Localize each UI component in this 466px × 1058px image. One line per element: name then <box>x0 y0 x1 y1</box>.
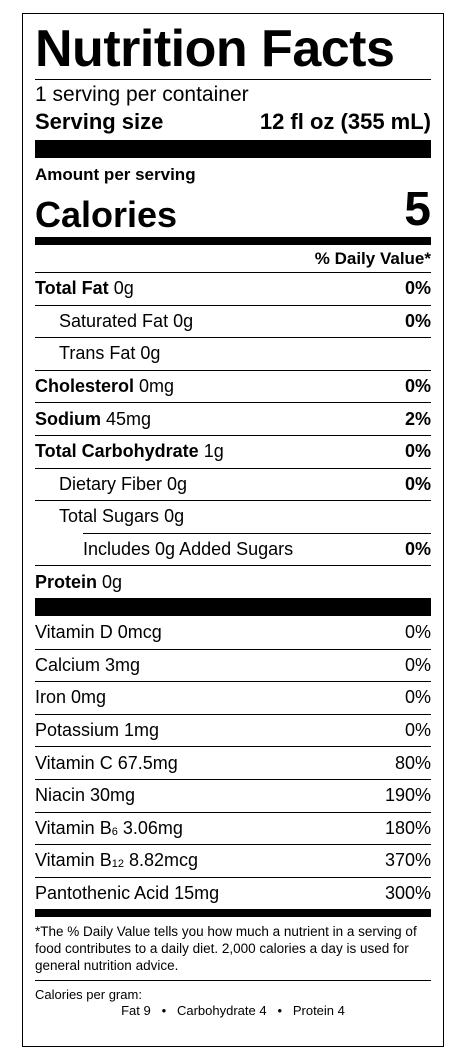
nutrient-amount: 1g <box>203 441 224 462</box>
nutrient-amount: 0g <box>140 343 161 364</box>
partial-divider <box>83 532 431 534</box>
medium-divider <box>35 237 431 245</box>
vitamin-name: Vitamin B6 3.06mg <box>35 818 183 839</box>
nutrient-name: Saturated Fat <box>59 310 169 331</box>
nutrient-name: Dietary Fiber <box>59 473 163 494</box>
nutrient-dv: 0% <box>404 376 431 397</box>
thick-divider <box>35 597 431 616</box>
vitamin-name: Potassium 1mg <box>35 720 160 741</box>
vitamin-name-suffix: 8.82mcg <box>123 850 198 871</box>
vitamin-row: Calcium 3mg 0% <box>35 648 431 682</box>
bullet-separator: • <box>161 1003 167 1019</box>
vitamin-dv: 370% <box>384 850 431 871</box>
vitamin-dv: 180% <box>384 817 431 838</box>
nutrient-row-total-carbohydrate: Total Carbohydrate 1g 0% <box>35 434 431 468</box>
vitamin-name-subscript: 12 <box>111 858 124 871</box>
nutrient-name: Total Fat <box>35 278 109 299</box>
label-title: Nutrition Facts <box>35 20 395 78</box>
vitamin-name: Pantothenic Acid 15mg <box>35 882 220 903</box>
vitamin-dv: 0% <box>404 621 431 642</box>
vitamin-dv: 0% <box>404 720 431 741</box>
carbohydrate-per-gram: Carbohydrate 4 <box>176 1003 267 1019</box>
vitamin-row: Vitamin C 67.5mg 80% <box>35 746 431 779</box>
vitamin-row: Vitamin D 0mcg 0% <box>35 616 431 649</box>
thick-divider <box>35 140 431 158</box>
nutrient-amount: 0g <box>173 310 194 331</box>
daily-value-header: % Daily Value* <box>314 249 431 268</box>
nutrient-amount: 0g <box>167 473 188 494</box>
vitamin-dv: 0% <box>404 687 431 708</box>
daily-value-footnote: *The % Daily Value tells you how much a … <box>35 924 417 974</box>
vitamin-name: Calcium 3mg <box>35 654 141 675</box>
nutrient-amount: 0g <box>113 278 134 299</box>
calories-per-gram-values: Fat 9 • Carbohydrate 4 • Protein 4 <box>35 1003 431 1019</box>
vitamin-name: Vitamin C 67.5mg <box>35 752 178 773</box>
nutrient-name: Protein <box>35 571 98 592</box>
nutrient-name: Includes 0g Added Sugars <box>83 538 294 559</box>
vitamin-row: Niacin 30mg 190% <box>35 778 431 812</box>
servings-per-container: 1 serving per container <box>35 83 249 106</box>
calories-per-gram-label: Calories per gram: <box>35 987 142 1003</box>
vitamin-name: Vitamin D 0mcg <box>35 621 162 642</box>
calories-value: 5 <box>404 183 431 236</box>
vitamin-dv: 190% <box>384 785 431 806</box>
divider <box>35 980 431 982</box>
vitamin-dv: 300% <box>384 882 431 903</box>
nutrient-name: Cholesterol <box>35 376 135 397</box>
protein-per-gram: Protein 4 <box>292 1003 345 1019</box>
serving-size-row: Serving size 12 fl oz (355 mL) <box>35 109 431 136</box>
nutrient-name: Total Sugars <box>59 506 160 527</box>
nutrient-dv: 0% <box>404 278 431 299</box>
nutrient-name: Trans Fat <box>59 343 136 364</box>
nutrient-dv: 0% <box>404 538 431 559</box>
calories-label: Calories <box>35 194 178 235</box>
nutrient-row-total-fat: Total Fat 0g 0% <box>35 272 431 305</box>
medium-divider <box>35 909 431 918</box>
nutrient-amount: 0g <box>164 506 185 527</box>
nutrient-row-saturated-fat: Saturated Fat 0g 0% <box>35 304 431 338</box>
nutrient-dv: 2% <box>404 408 431 429</box>
nutrient-amount: 45mg <box>106 408 152 429</box>
vitamin-name-prefix: Vitamin B <box>35 817 112 838</box>
amount-per-serving: Amount per serving <box>35 165 196 184</box>
vitamin-name-subscript: 6 <box>111 825 118 838</box>
nutrient-name: Total Carbohydrate <box>35 441 199 462</box>
nutrient-dv: 0% <box>404 473 431 494</box>
vitamins-section: Vitamin D 0mcg 0% Calcium 3mg 0% Iron 0m… <box>35 616 431 909</box>
nutrition-facts-label: Nutrition Facts 1 serving per container … <box>22 13 444 1047</box>
vitamin-dv: 80% <box>394 752 431 773</box>
serving-size-value: 12 fl oz (355 mL) <box>259 109 431 134</box>
nutrient-row-cholesterol: Cholesterol 0mg 0% <box>35 369 431 403</box>
vitamin-row: Vitamin B12 8.82mcg 370% <box>35 844 431 877</box>
nutrient-row-dietary-fiber: Dietary Fiber 0g 0% <box>35 467 431 501</box>
calories-row: Calories 5 <box>35 185 431 235</box>
nutrient-dv: 0% <box>404 441 431 462</box>
vitamin-name: Vitamin B12 8.82mcg <box>35 850 198 871</box>
vitamin-name: Niacin 30mg <box>35 785 136 806</box>
vitamin-row: Iron 0mg 0% <box>35 681 431 714</box>
nutrient-name: Sodium <box>35 408 101 429</box>
nutrient-row-sodium: Sodium 45mg 2% <box>35 402 431 435</box>
nutrient-row-protein: Protein 0g <box>35 565 431 598</box>
serving-size-label: Serving size <box>35 109 164 134</box>
vitamin-name: Iron 0mg <box>35 687 107 708</box>
nutrient-amount: 0mg <box>139 376 175 397</box>
nutrient-row-total-sugars: Total Sugars 0g <box>35 500 431 533</box>
vitamin-row: Vitamin B6 3.06mg 180% <box>35 811 431 845</box>
nutrient-row-added-sugars: Includes 0g Added Sugars 0% <box>35 532 431 566</box>
nutrient-amount: 0g <box>102 571 123 592</box>
vitamin-row: Pantothenic Acid 15mg 300% <box>35 876 431 910</box>
vitamin-dv: 0% <box>404 654 431 675</box>
nutrient-dv: 0% <box>404 310 431 331</box>
nutrient-row-trans-fat: Trans Fat 0g <box>35 337 431 370</box>
vitamin-name-suffix: 3.06mg <box>117 817 183 838</box>
bullet-separator: • <box>277 1003 282 1019</box>
divider <box>35 79 431 80</box>
vitamin-row: Potassium 1mg 0% <box>35 713 431 747</box>
fat-per-gram: Fat 9 <box>121 1003 151 1019</box>
vitamin-name-prefix: Vitamin B <box>35 850 112 871</box>
